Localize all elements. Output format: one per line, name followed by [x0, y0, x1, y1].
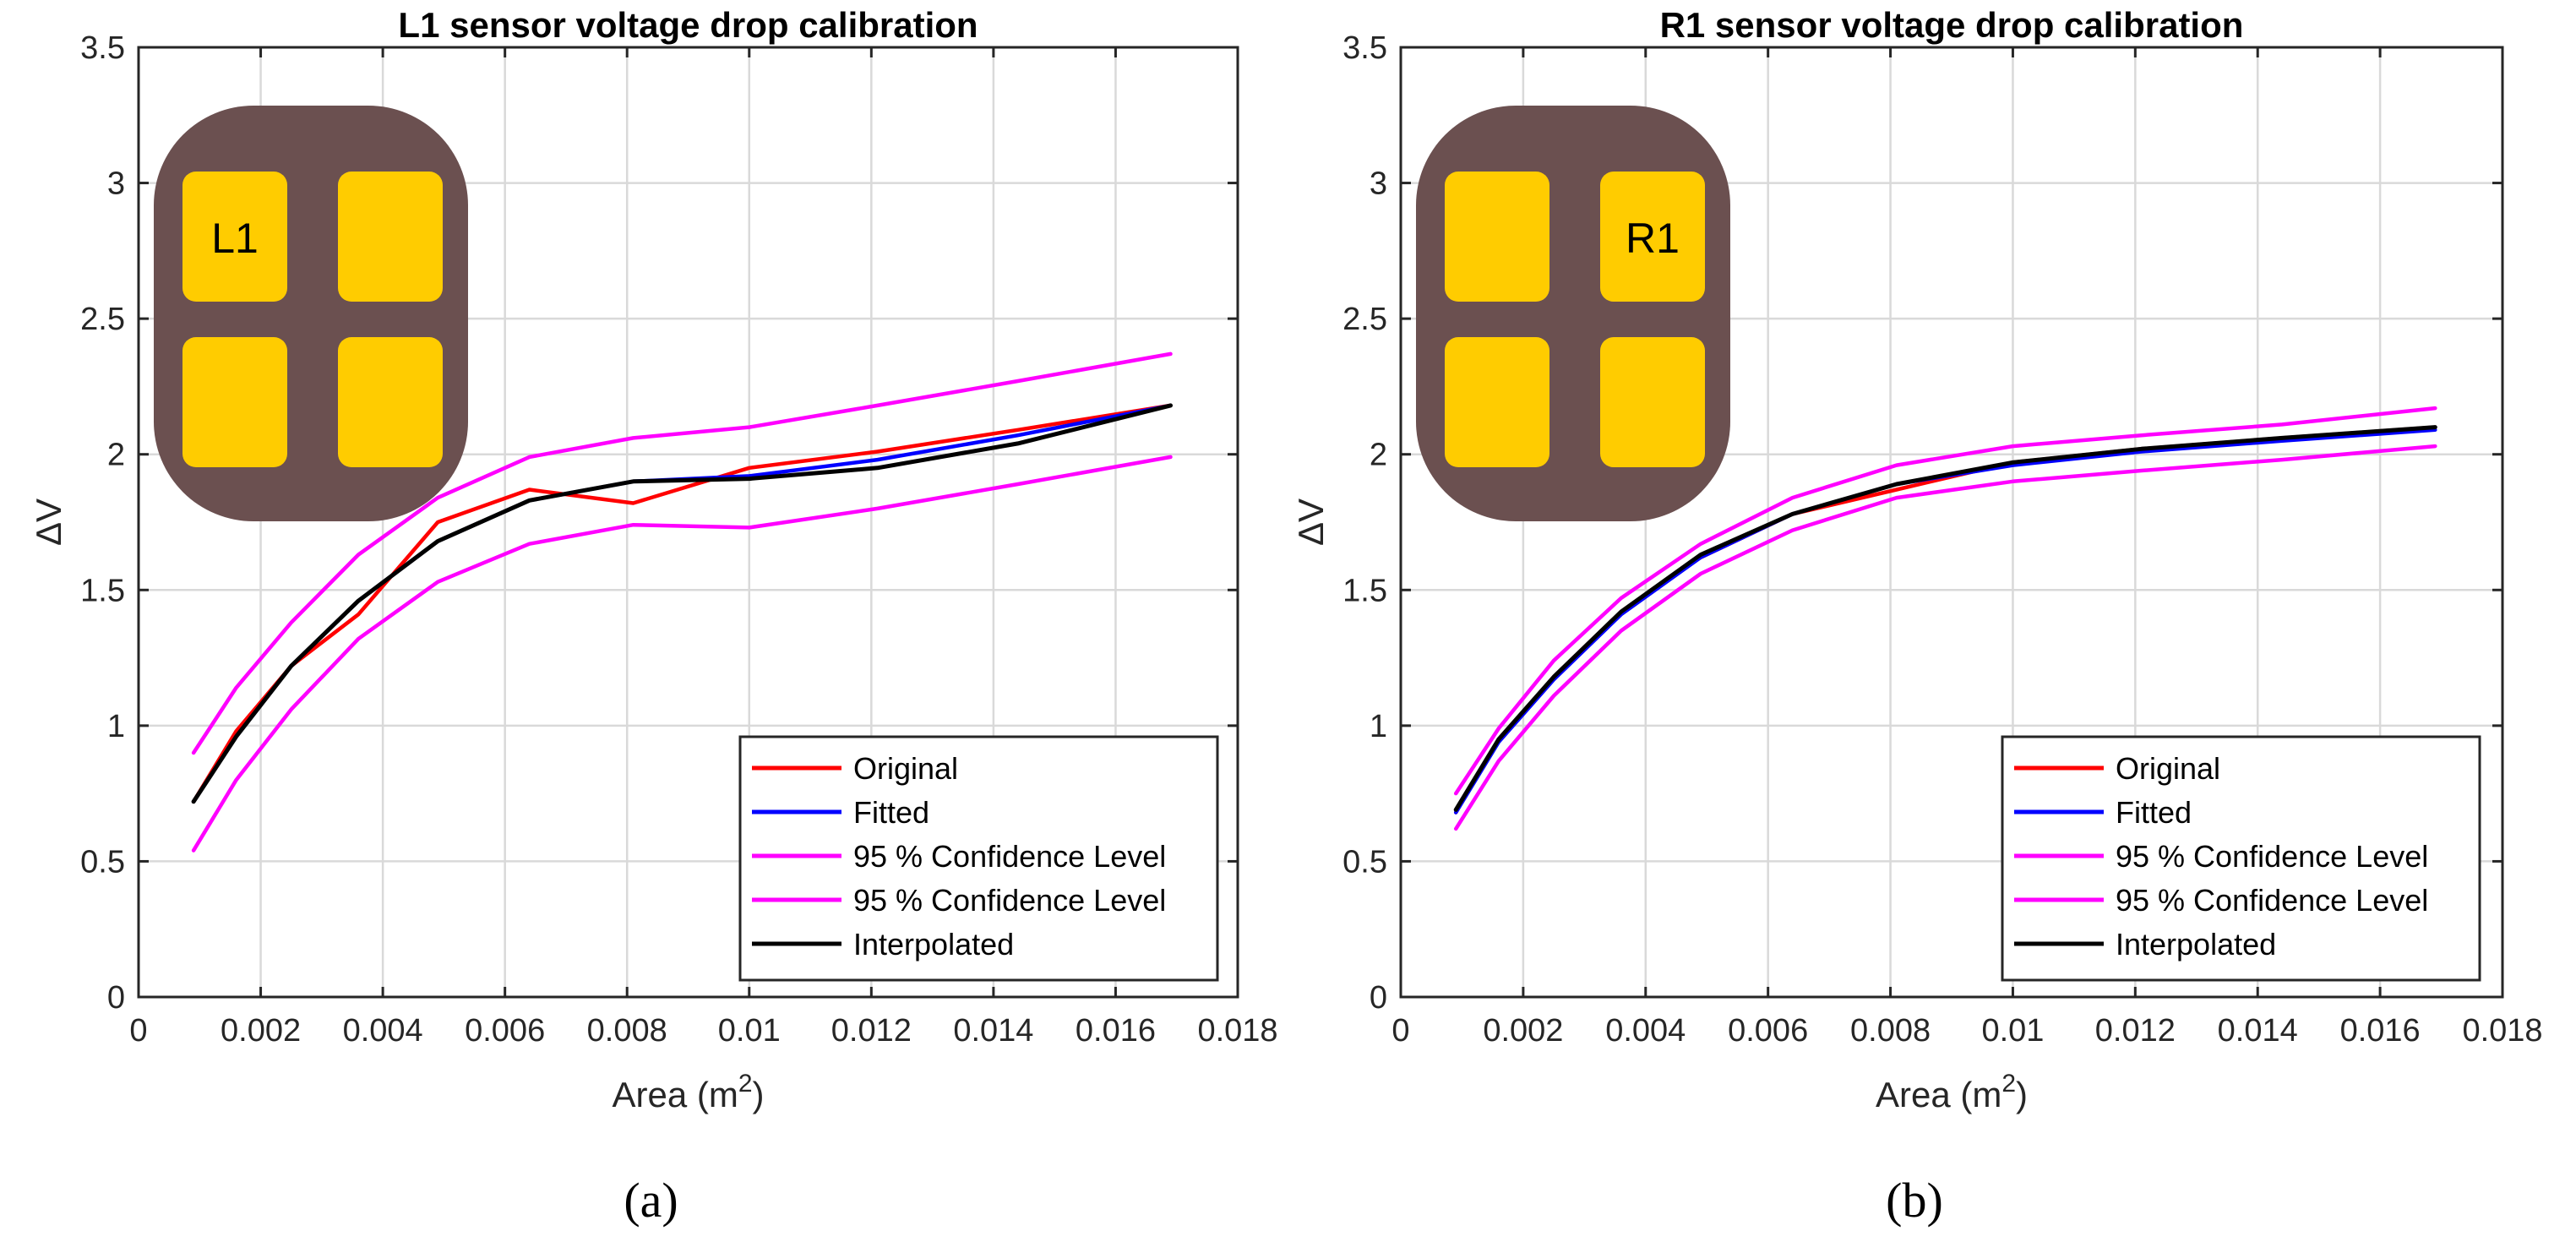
x-tick-label: 0.016 — [1076, 1013, 1156, 1049]
x-axis-label-close: ) — [753, 1075, 765, 1114]
axes-box — [137, 46, 1239, 999]
chart-panel-b: R1 0 0.002 0.004 0.006 0.008 0.01 0.012 0.014 0.0… — [1291, 5, 2543, 1228]
y-axis-label: ΔV — [1291, 498, 1331, 546]
chart-panel-a: L1 0 0.002 0.004 0.006 0.008 0.01 0.012 0.014 0.0… — [29, 5, 1278, 1228]
x-axis-label-superscript: 2 — [2001, 1070, 2016, 1098]
legend: Original Fitted 95 % Confidence Level 95 % … — [2001, 735, 2481, 982]
panel-label: (b) — [1886, 1173, 1943, 1228]
x-tick-label: 0.01 — [1981, 1013, 2044, 1049]
x-tick-label: 0.004 — [343, 1013, 423, 1049]
panel-label: (a) — [624, 1173, 678, 1228]
legend: Original Fitted 95 % Confidence Level 95 % … — [738, 735, 1219, 982]
legend-label: Fitted — [2116, 795, 2192, 830]
x-tick-label: 0 — [1391, 1013, 1409, 1049]
series-line-95-confidence-level-upper — [191, 351, 1173, 755]
legend-label: 95 % Confidence Level — [2116, 839, 2428, 874]
x-axis-label-main: Area (m — [1876, 1075, 2001, 1114]
x-tick-label: 0.006 — [1728, 1013, 1808, 1049]
sensor-pad — [338, 172, 443, 302]
y-tick-label: 0.5 — [1342, 844, 1387, 880]
legend-box — [2001, 735, 2481, 982]
x-axis-label: Area (m2) — [612, 1070, 764, 1114]
y-tick-label: 2.5 — [80, 302, 125, 337]
x-tick-label: 0.006 — [465, 1013, 545, 1049]
x-tick-label: 0.014 — [2218, 1013, 2298, 1049]
x-tick-label: 0.018 — [2462, 1013, 2542, 1049]
sensor-pad-label: L1 — [211, 215, 259, 262]
axes-box — [1399, 46, 2504, 999]
sensor-pad — [1600, 172, 1705, 302]
y-tick-label: 1 — [1370, 709, 1387, 744]
sensor-inset: R1 — [1416, 106, 1730, 521]
x-tick-label: 0 — [129, 1013, 147, 1049]
y-tick-label: 3.5 — [80, 30, 125, 66]
series-line-95-confidence-level-lower — [1453, 444, 2437, 831]
x-tick-label: 0.012 — [831, 1013, 912, 1049]
legend-label: Original — [2116, 751, 2220, 786]
legend-label: Interpolated — [853, 927, 1014, 962]
x-tick-label: 0.014 — [953, 1013, 1033, 1049]
y-tick-label: 3 — [1370, 166, 1387, 202]
x-tick-label: 0.002 — [221, 1013, 301, 1049]
x-tick-label: 0.002 — [1483, 1013, 1563, 1049]
sensor-pad — [1445, 337, 1549, 467]
sensor-pad — [182, 172, 287, 302]
y-tick-label: 3 — [107, 166, 125, 202]
series-line-interpolated — [1453, 425, 2437, 812]
legend-label: 95 % Confidence Level — [2116, 883, 2428, 918]
series-line-95-confidence-level-lower — [191, 455, 1173, 853]
x-tick-label: 0.008 — [1850, 1013, 1931, 1049]
y-tick-label: 0.5 — [80, 844, 125, 880]
legend-label: 95 % Confidence Level — [853, 839, 1166, 874]
y-tick-label: 2 — [107, 438, 125, 473]
legend-label: Interpolated — [2116, 927, 2276, 962]
x-axis-label-superscript: 2 — [738, 1070, 753, 1098]
legend-label: Fitted — [853, 795, 929, 830]
y-tick-label: 1.5 — [80, 573, 125, 608]
legend-box — [738, 735, 1219, 982]
y-tick-label: 0 — [107, 980, 125, 1016]
y-tick-label: 1.5 — [1342, 573, 1387, 608]
legend-label: 95 % Confidence Level — [853, 883, 1166, 918]
x-axis-label-close: ) — [2016, 1075, 2028, 1114]
sensor-pad-label: R1 — [1626, 215, 1680, 262]
x-tick-label: 0.008 — [587, 1013, 667, 1049]
x-tick-label: 0.01 — [718, 1013, 781, 1049]
x-tick-label: 0.012 — [2095, 1013, 2176, 1049]
y-tick-label: 1 — [107, 709, 125, 744]
x-axis-label-main: Area (m — [612, 1075, 738, 1114]
series-line-interpolated — [191, 403, 1173, 804]
y-tick-label: 2 — [1370, 438, 1387, 473]
sensor-pad — [338, 337, 443, 467]
sensor-pad — [1600, 337, 1705, 467]
series-line-95-confidence-level-upper — [1453, 406, 2437, 796]
x-axis-label: Area (m2) — [1876, 1070, 2028, 1114]
x-tick-label: 0.018 — [1197, 1013, 1277, 1049]
x-tick-label: 0.016 — [2340, 1013, 2421, 1049]
chart-title: L1 sensor voltage drop calibration — [398, 5, 978, 45]
sensor-pad — [182, 337, 287, 467]
y-tick-label: 2.5 — [1342, 302, 1387, 337]
x-tick-label: 0.004 — [1605, 1013, 1686, 1049]
sensor-inset: L1 — [154, 106, 468, 521]
y-tick-label: 3.5 — [1342, 30, 1387, 66]
legend-label: Original — [853, 751, 958, 786]
chart-title: R1 sensor voltage drop calibration — [1660, 5, 2244, 45]
y-axis-label: ΔV — [29, 498, 68, 546]
y-tick-label: 0 — [1370, 980, 1387, 1016]
sensor-pad — [1445, 172, 1549, 302]
